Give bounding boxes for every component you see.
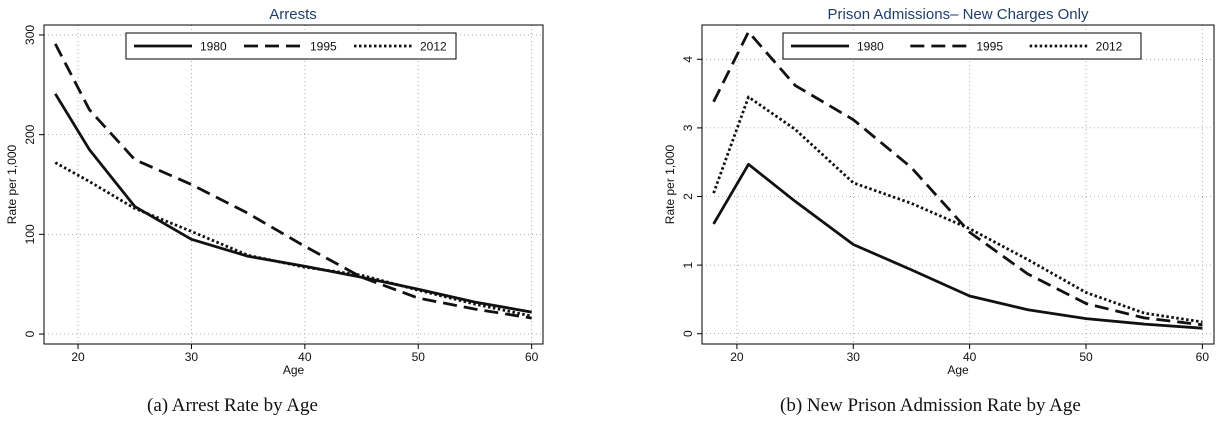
x-tick-label: 40 (963, 350, 977, 364)
x-tick-label: 40 (298, 350, 312, 364)
x-tick-label: 50 (412, 350, 426, 364)
legend-label-2012: 2012 (1096, 40, 1123, 54)
chart-arrests: Arrests 20 30 40 50 60 0 100 200 300 Age Rate per 1… (5, 6, 544, 377)
series-line-1980 (54, 93, 532, 314)
legend-label-1980: 1980 (857, 40, 884, 54)
x-tick-label: 30 (847, 350, 861, 364)
x-axis-label: Age (283, 363, 305, 377)
x-tick-label: 20 (730, 350, 744, 364)
y-tick-label: 200 (23, 124, 37, 144)
plot-frame (43, 24, 544, 345)
legend-label-1995: 1995 (976, 40, 1003, 54)
y-tick-label: 300 (23, 25, 37, 45)
series-line-2012 (712, 95, 1203, 324)
y-axis-label: Rate per 1,000 (663, 144, 677, 224)
x-tick-label: 60 (525, 350, 539, 364)
legend-label-2012: 2012 (420, 40, 447, 54)
plot-frame (701, 24, 1215, 345)
y-tick-label: 4 (681, 56, 695, 63)
x-axis-label: Age (947, 363, 969, 377)
chart-title: Prison Admissions– New Charges Only (828, 6, 1089, 23)
x-tick-label: 30 (185, 350, 199, 364)
x-tick-label: 60 (1196, 350, 1210, 364)
x-tick-label: 50 (1079, 350, 1093, 364)
y-tick-label: 100 (23, 224, 37, 244)
series-line-1995 (712, 30, 1203, 327)
series-line-2012 (54, 161, 532, 318)
chart-title: Arrests (269, 6, 317, 23)
y-tick-label: 0 (23, 330, 37, 337)
legend-label-1980: 1980 (200, 40, 227, 54)
caption-b: (b) New Prison Admission Rate by Age (780, 395, 1081, 416)
legend-label-1995: 1995 (310, 40, 337, 54)
series-line-1980 (712, 162, 1203, 330)
y-tick-label: 2 (681, 193, 695, 200)
y-tick-label: 3 (681, 124, 695, 131)
y-axis-label: Rate per 1,000 (5, 144, 19, 224)
series-line-1995 (54, 43, 532, 320)
x-tick-label: 20 (71, 350, 85, 364)
y-tick-label: 1 (681, 261, 695, 268)
y-tick-label: 0 (681, 330, 695, 337)
caption-a: (a) Arrest Rate by Age (147, 395, 318, 416)
